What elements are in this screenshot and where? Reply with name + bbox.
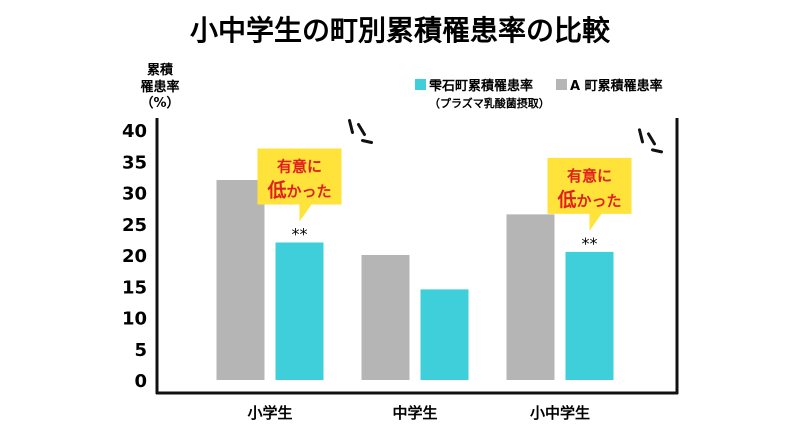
significance-label: ** (292, 225, 308, 244)
significance-marks: ** ** (292, 225, 598, 253)
y-axis-label: 累積 罹患率 （%） (140, 62, 179, 111)
callout-bubble (547, 157, 632, 231)
y-axis-label-line: 累積 (147, 62, 174, 78)
legend-swatch-series-1 (556, 79, 567, 90)
y-tick-label: 0 (134, 371, 147, 392)
emphasis-mark (357, 123, 366, 136)
y-axis-label-line: 罹患率 (140, 79, 179, 95)
emphasis-mark (361, 139, 373, 144)
emphasis-mark (651, 148, 663, 154)
bar-series-1-1 (216, 180, 265, 380)
legend-label-series-2: 雫石町累積罹患率 (429, 78, 533, 94)
callout-emphasis: 低 (556, 188, 576, 211)
bar-series-2-3 (565, 251, 614, 380)
emphasis-mark (647, 132, 656, 146)
chart-title: 小中学生の町別累積罹患率の比較 (190, 14, 611, 47)
y-tick-label: 5 (134, 340, 147, 361)
bar-series-1-2 (361, 255, 410, 380)
x-axis-categories: 小学生 中学生 小中学生 (247, 404, 590, 422)
significance-label: ** (582, 234, 598, 253)
emphasis-mark (638, 128, 644, 144)
x-category-label: 小学生 (247, 404, 292, 422)
y-axis-label-line: （%） (140, 95, 179, 111)
legend-note-series-2: （プラズマ乳酸菌摂取） (429, 96, 550, 110)
bar-series-2-1 (275, 242, 324, 380)
y-tick-label: 35 (122, 152, 147, 173)
callout-rest: かった (287, 183, 332, 201)
bars (216, 180, 614, 380)
callout-rest: かった (577, 192, 622, 210)
callout-line-1: 有意に (567, 167, 612, 185)
callout-line-2: 低かった (266, 179, 331, 202)
axes (155, 118, 679, 395)
callout-bubble (257, 148, 342, 222)
callout-line-1: 有意に (277, 158, 322, 176)
callout-emphasis: 低 (266, 179, 286, 202)
bar-series-2-2 (420, 289, 469, 380)
x-category-label: 中学生 (392, 404, 437, 422)
y-tick-label: 20 (122, 246, 147, 267)
y-tick-label: 10 (122, 309, 147, 330)
y-tick-label: 15 (122, 277, 147, 298)
y-tick-label: 40 (122, 121, 147, 142)
y-axis-ticks: 0 5 10 15 20 25 30 35 40 (122, 121, 147, 392)
legend: 雫石町累積罹患率 （プラズマ乳酸菌摂取） A 町累積罹患率 (415, 78, 663, 110)
y-tick-label: 30 (122, 184, 147, 205)
callout-line-2: 低かった (556, 188, 621, 211)
bar-series-1-3 (506, 214, 555, 380)
emphasis-mark (348, 119, 354, 134)
x-category-label: 小中学生 (530, 404, 590, 422)
y-tick-label: 25 (122, 215, 147, 236)
legend-swatch-series-2 (415, 79, 426, 90)
legend-label-series-1: A 町累積罹患率 (570, 78, 663, 94)
